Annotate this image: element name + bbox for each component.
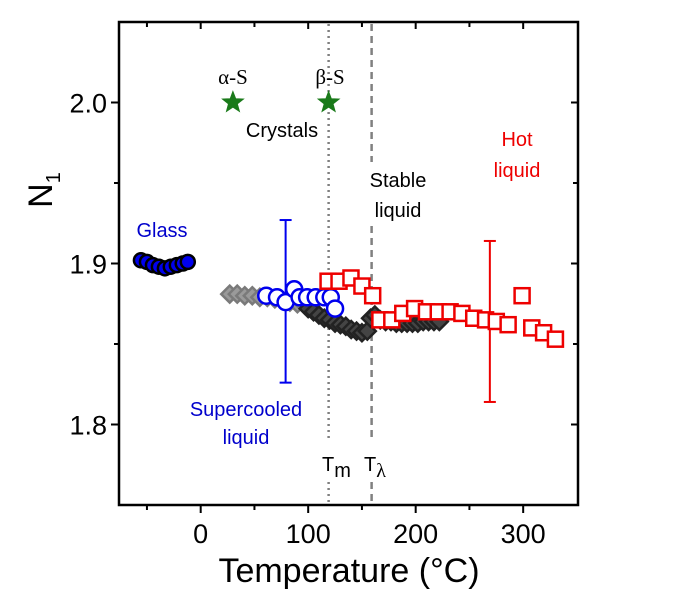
annotation-tm: Tm [322,454,351,482]
annotation-tlambda-main: T [364,454,376,476]
y-axis-title-main: N [22,183,60,208]
annotation-tlambda-sub: λ [376,460,386,482]
reference-lines [327,24,373,504]
annotation-hot-2: liquid [494,160,541,182]
annotation-stable-1: Stable [370,170,427,192]
y-axis-title: N1 [22,172,65,208]
x-tick-label: 100 [286,519,331,549]
annotation-tm-sub: m [334,460,351,482]
annotation-supercooled-1: Supercooled [190,399,302,421]
annotation-stable-2: liquid [375,200,422,222]
annotation-alpha-s: α-S [218,65,248,89]
y-tick-label: 1.8 [69,411,107,441]
annotation-tlambda: Tλ [364,454,386,482]
annotation-crystals: Crystals [246,120,318,142]
annotation-supercooled-2: liquid [223,427,270,449]
crystal-star-point [316,90,341,113]
supercooled-point [325,299,345,318]
x-tick-label: 0 [193,519,208,549]
hot-liquid-point [499,315,517,334]
crystal-star-point [221,90,245,113]
ticks: 0 100 200 300 1.8 1.9 2.0 [69,22,578,549]
annotation-hot-1: Hot [501,129,533,151]
y-tick-label: 2.0 [69,89,107,119]
glass-point [179,253,197,271]
x-tick-label: 300 [501,519,546,549]
y-axis-title-sub: 1 [43,172,65,183]
x-tick-label: 200 [393,519,438,549]
annotation-tm-main: T [322,454,334,476]
hot-liquid-point [513,286,531,305]
data-points [132,90,565,348]
x-axis-title: Temperature (°C) [218,552,479,590]
svg-text:N1: N1 [22,172,65,208]
annotation-glass: Glass [136,220,187,242]
annotation-beta-s: β-S [315,65,344,89]
hot-liquid-point [363,286,382,305]
hot-liquid-point [546,330,565,348]
y-tick-label: 1.9 [69,250,107,280]
